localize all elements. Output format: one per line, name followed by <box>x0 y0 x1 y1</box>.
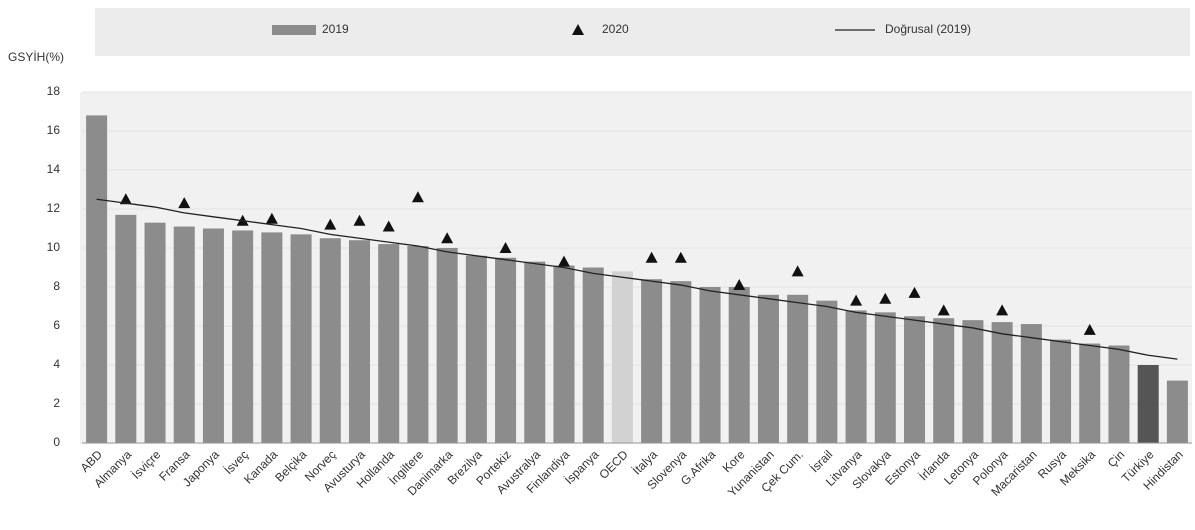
bar <box>115 214 137 443</box>
bar <box>845 310 867 443</box>
y-axis-label: GSYİH(%) <box>8 50 64 64</box>
marker-2020 <box>119 193 132 205</box>
y-tick-label: 0 <box>53 435 60 449</box>
y-tick-label: 14 <box>47 162 61 176</box>
bar <box>1020 324 1042 443</box>
marker-2020 <box>353 214 366 226</box>
bar <box>728 287 750 443</box>
bar <box>319 238 341 443</box>
marker-2020 <box>382 220 395 232</box>
bar <box>670 281 692 443</box>
x-tick-label: Kanada <box>241 447 280 486</box>
marker-2020 <box>937 304 950 316</box>
y-tick-label: 16 <box>47 123 61 137</box>
legend-label: 2020 <box>602 22 629 36</box>
legend-label: Doğrusal (2019) <box>885 22 971 36</box>
bar <box>699 287 721 443</box>
y-tick-label: 12 <box>47 201 61 215</box>
marker-2020 <box>324 218 337 230</box>
marker-2020 <box>1083 323 1096 335</box>
bar <box>1108 345 1130 443</box>
bar <box>1166 380 1188 443</box>
bar <box>641 279 663 443</box>
bar <box>524 261 546 443</box>
bar <box>202 228 224 443</box>
y-tick-label: 8 <box>53 279 60 293</box>
bar <box>787 294 809 443</box>
marker-2020 <box>908 286 921 298</box>
legend-swatch <box>572 24 584 35</box>
bar <box>144 222 166 443</box>
bar <box>290 234 312 443</box>
marker-2020 <box>791 265 804 277</box>
marker-2020 <box>265 212 278 224</box>
x-tick-label: Çin <box>1105 447 1128 470</box>
bar <box>348 240 371 443</box>
bar <box>816 300 838 443</box>
bar <box>1137 365 1159 443</box>
bar <box>261 232 283 443</box>
legend-label: 2019 <box>322 22 349 36</box>
marker-2020 <box>674 251 687 263</box>
bar <box>173 226 195 443</box>
bar <box>436 248 458 443</box>
marker-2020 <box>499 242 512 253</box>
bar <box>495 257 517 443</box>
y-tick-label: 18 <box>47 84 61 98</box>
y-tick-label: 4 <box>53 357 60 371</box>
bar <box>1079 343 1101 443</box>
marker-2020 <box>733 279 746 291</box>
bar <box>553 265 575 443</box>
y-tick-label: 6 <box>53 318 60 332</box>
bar <box>582 267 604 443</box>
bar <box>232 230 254 443</box>
x-tick-label: OECD <box>596 447 631 482</box>
marker-2020 <box>850 294 863 306</box>
bar <box>874 312 896 443</box>
bar <box>465 255 487 443</box>
bar <box>991 322 1013 443</box>
marker-2020 <box>645 251 658 263</box>
marker-2020 <box>441 232 454 244</box>
trend-line <box>96 198 1178 360</box>
legend-background <box>95 8 1190 56</box>
bar <box>962 320 984 443</box>
bar <box>933 318 955 443</box>
bar <box>378 244 400 443</box>
marker-2020 <box>411 191 424 203</box>
y-tick-label: 2 <box>53 396 60 410</box>
bar <box>903 316 926 443</box>
marker-2020 <box>879 292 892 304</box>
y-tick-label: 10 <box>47 240 61 254</box>
bar <box>1050 339 1072 443</box>
marker-2020 <box>996 304 1009 316</box>
bar <box>611 271 633 443</box>
marker-2020 <box>178 197 191 209</box>
bar <box>407 246 429 443</box>
marker-2020 <box>557 255 570 267</box>
bar <box>757 294 779 443</box>
x-tick-label: Belçika <box>272 447 309 484</box>
legend-swatch <box>272 25 316 35</box>
bar <box>86 115 108 444</box>
